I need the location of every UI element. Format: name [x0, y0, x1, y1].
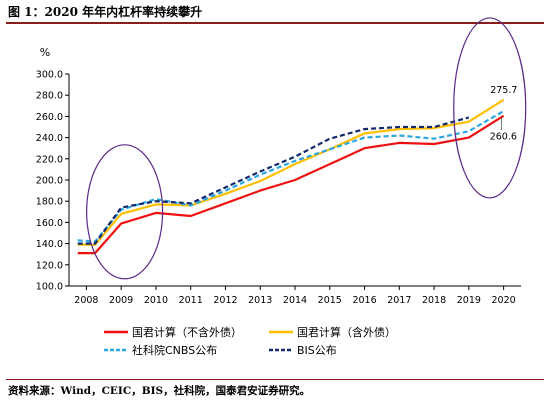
- x-tick-label: 2009: [109, 295, 133, 306]
- series-line-3: [77, 110, 505, 243]
- y-tick-label: 220.0: [36, 154, 63, 165]
- y-tick-label: 200.0: [36, 176, 63, 187]
- y-tick-label: 100.0: [36, 282, 63, 293]
- figure-title: 图 1：2020 年年内杠杆率持续攀升: [8, 5, 203, 19]
- y-tick-label: 280.0: [36, 91, 63, 102]
- x-tick-label: 2020: [492, 295, 516, 306]
- legend-label-4: BIS公布: [297, 344, 337, 357]
- y-tick-label: 180.0: [36, 197, 63, 208]
- x-tick-label: 2008: [74, 295, 98, 306]
- chart-legend: 国君计算（不含外债） 国君计算（含外债） 社科院CNBS公布 BIS公布: [104, 325, 396, 357]
- x-tick-label: 2018: [422, 295, 446, 306]
- x-tick-label: 2014: [283, 295, 307, 306]
- y-axis-unit-label: %: [40, 46, 50, 59]
- series-line-1: [77, 114, 505, 255]
- x-tick-label: 2016: [352, 295, 376, 306]
- y-tick-label: 240.0: [36, 133, 63, 144]
- legend-label-1: 国君计算（不含外债）: [132, 325, 242, 339]
- legend-label-2: 国君计算（含外债）: [297, 325, 396, 339]
- x-tick-label: 2017: [387, 295, 411, 306]
- y-axis: % 100.0 120.0 140.0 160.0 180.0 200.0 220.0 240.…: [36, 46, 70, 293]
- y-tick-label: 160.0: [36, 218, 63, 229]
- x-tick-label: 2015: [318, 295, 342, 306]
- y-tick-label: 140.0: [36, 239, 63, 250]
- source-divider: [6, 379, 544, 380]
- x-axis: 2008 2009 2010 2011 2012 2013 2014 2015 2016 2017…: [69, 285, 521, 306]
- y-tick-label: 260.0: [36, 112, 63, 123]
- source-note: 资料来源：Wind，CEIC，BIS，社科院，国泰君安证券研究。: [8, 385, 311, 397]
- highlight-ellipse-2009: [86, 144, 164, 280]
- x-tick-label: 2011: [179, 295, 203, 306]
- x-tick-label: 2012: [213, 295, 237, 306]
- title-divider: [6, 22, 544, 24]
- highlight-ellipse-2020: [453, 17, 527, 199]
- series-line-4: [77, 116, 470, 245]
- legend-label-3: 社科院CNBS公布: [132, 343, 217, 357]
- y-tick-label: 300.0: [36, 70, 63, 81]
- series-line-2: [77, 98, 505, 246]
- x-tick-label: 2019: [457, 295, 481, 306]
- y-tick-label: 120.0: [36, 260, 63, 271]
- x-tick-label: 2013: [248, 295, 272, 306]
- x-tick-label: 2010: [144, 295, 168, 306]
- data-label-260-6: 260.6: [490, 132, 517, 143]
- series-group: [77, 98, 505, 255]
- highlight-group: 275.7 260.6: [86, 17, 527, 280]
- data-label-275-7: 275.7: [490, 85, 517, 96]
